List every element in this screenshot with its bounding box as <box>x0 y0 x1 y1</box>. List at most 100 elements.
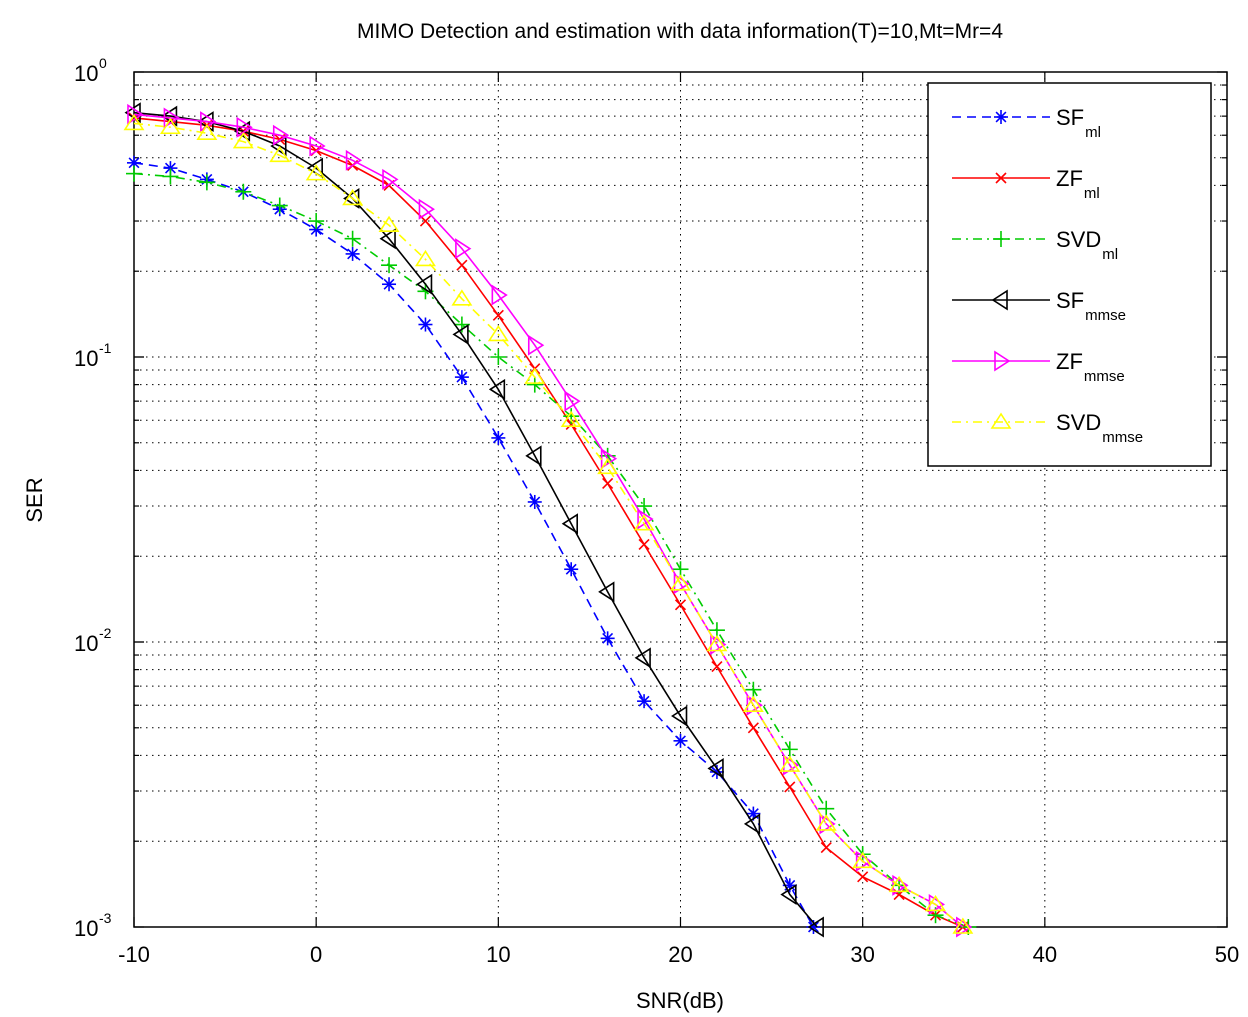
data-point-svd-ml <box>126 165 142 182</box>
x-tick-label: 40 <box>1033 942 1057 967</box>
y-tick-exponent: -2 <box>99 625 112 641</box>
data-point-zf-ml <box>747 722 759 734</box>
legend-swatch-marker <box>995 172 1007 184</box>
data-point-zf-mmse <box>345 149 363 171</box>
data-point-sf-ml <box>600 631 615 646</box>
data-point-sf-ml <box>637 694 652 709</box>
data-point-svd-mmse <box>123 113 145 131</box>
legend-label-subscript: ml <box>1085 124 1101 141</box>
data-point-svd-mmse <box>670 574 691 591</box>
data-point-svd-mmse <box>560 410 582 428</box>
data-point-sf-ml <box>345 246 360 261</box>
data-point-sf-mmse <box>561 513 579 535</box>
data-point-zf-ml <box>565 418 577 430</box>
data-point-sf-ml <box>527 494 542 509</box>
data-point-svd-ml <box>344 230 361 247</box>
legend-label-subscript: ml <box>1102 246 1118 263</box>
data-point-zf-ml <box>456 259 468 271</box>
legend-label: SF <box>1056 288 1084 313</box>
data-point-zf-mmse <box>637 508 654 530</box>
legend-box <box>927 82 1212 467</box>
data-point-sf-mmse <box>743 813 761 835</box>
legend-swatch-marker <box>993 231 1009 247</box>
data-point-svd-ml <box>381 257 398 274</box>
data-point-svd-ml <box>745 681 762 698</box>
data-point-svd-ml <box>526 376 543 393</box>
data-point-zf-mmse <box>236 116 253 138</box>
data-point-sf-ml <box>564 562 579 577</box>
data-point-svd-mmse <box>305 164 327 181</box>
data-point-svd-mmse <box>524 367 546 384</box>
series-line-zf-mmse <box>133 113 964 928</box>
legend-label-subscript: ml <box>1084 185 1100 202</box>
x-tick-label: 20 <box>668 942 692 967</box>
data-point-svd-mmse <box>597 457 619 475</box>
legend-label: SVD <box>1056 227 1101 252</box>
data-point-svd-ml <box>235 183 252 200</box>
y-tick-label: 10 <box>74 61 98 86</box>
data-point-svd-ml <box>781 741 798 758</box>
data-point-svd-mmse <box>742 695 764 713</box>
data-point-sf-ml <box>454 370 469 385</box>
data-point-zf-mmse <box>127 103 144 125</box>
data-point-zf-ml <box>784 781 796 793</box>
legend-label: SVD <box>1056 410 1101 435</box>
data-point-zf-ml <box>674 599 687 611</box>
y-tick-exponent: -3 <box>99 910 112 926</box>
data-point-svd-mmse <box>159 117 181 135</box>
x-tick-label: 30 <box>850 942 874 967</box>
data-point-zf-ml <box>857 871 869 883</box>
data-point-zf-ml <box>492 309 504 321</box>
data-point-sf-mmse <box>452 323 469 345</box>
axis-ticks <box>133 71 1228 928</box>
data-point-svd-mmse <box>852 851 874 869</box>
data-point-zf-mmse <box>163 107 180 129</box>
data-point-svd-mmse <box>342 188 364 206</box>
series-line-svd-ml <box>133 172 969 928</box>
series-zf-ml <box>128 112 969 933</box>
y-tick-exponent: -1 <box>99 340 112 356</box>
data-point-svd-ml <box>818 800 835 817</box>
data-point-svd-ml <box>308 213 325 230</box>
x-tick-label: 0 <box>310 942 322 967</box>
data-point-zf-mmse <box>527 334 545 356</box>
x-axis-label: SNR(dB) <box>636 988 724 1013</box>
data-point-zf-mmse <box>455 238 472 260</box>
data-point-svd-ml <box>198 174 215 191</box>
data-point-sf-mmse <box>707 757 724 779</box>
data-point-sf-mmse <box>415 273 433 295</box>
y-tick-label: 10 <box>74 346 98 371</box>
series-sf-ml <box>127 155 821 934</box>
series-svd-ml <box>126 165 977 935</box>
legend-label: ZF <box>1056 166 1083 191</box>
series-line-sf-ml <box>133 162 815 928</box>
data-point-zf-ml <box>638 538 650 550</box>
data-point-svd-mmse <box>888 875 910 893</box>
data-point-zf-mmse <box>382 168 399 190</box>
data-point-sf-mmse <box>598 581 615 603</box>
chart-title: MIMO Detection and estimation with data … <box>357 20 1003 43</box>
y-tick-exponent: 0 <box>99 55 107 71</box>
data-point-svd-mmse <box>196 123 218 140</box>
data-point-sf-ml <box>673 733 688 748</box>
series-layer <box>123 102 977 938</box>
legend-label: SF <box>1056 105 1084 130</box>
data-point-svd-mmse <box>269 145 291 163</box>
series-line-sf-mmse <box>133 111 818 928</box>
y-tick-label: 10 <box>74 631 98 656</box>
grid-lines <box>134 72 1227 927</box>
data-point-svd-ml <box>490 349 507 365</box>
data-point-zf-mmse <box>272 124 290 146</box>
y-tick-label: 10 <box>74 916 98 941</box>
data-point-sf-mmse <box>634 647 651 669</box>
data-point-svd-ml <box>271 197 288 214</box>
legend-label-subscript: mmse <box>1085 307 1126 324</box>
data-point-svd-mmse <box>925 894 946 912</box>
data-point-sf-mmse <box>525 445 542 467</box>
